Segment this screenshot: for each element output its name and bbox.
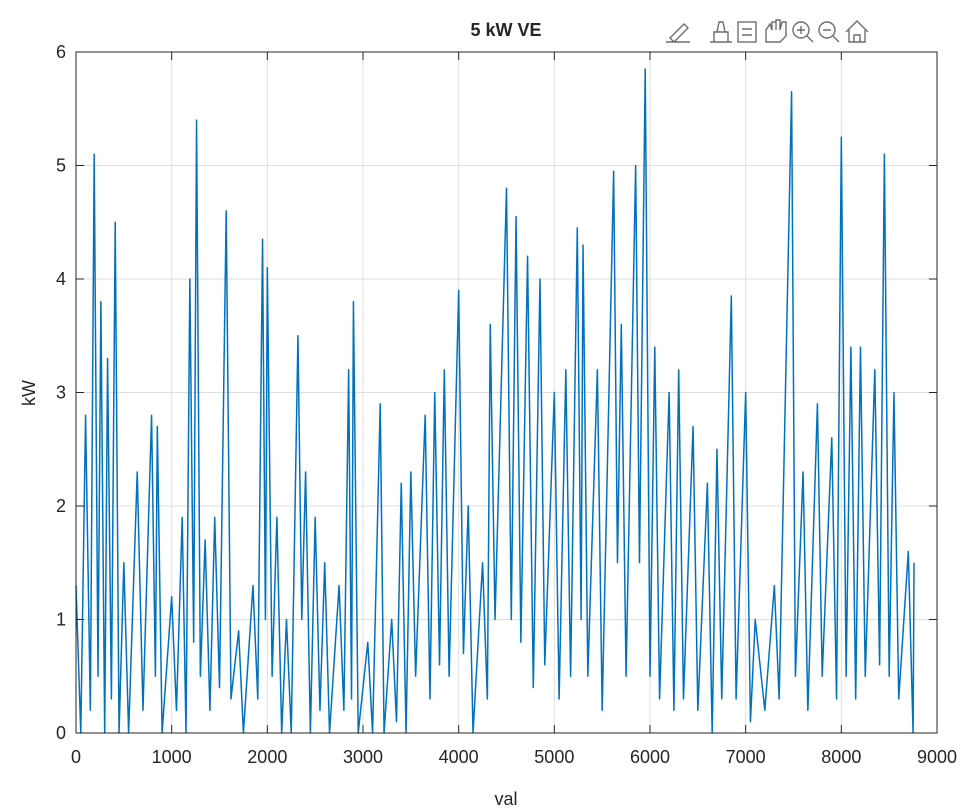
legend-button[interactable] [737,21,757,43]
x-tick-label: 3000 [343,747,383,767]
home-button[interactable] [845,20,869,43]
y-tick-label: 5 [56,156,66,176]
x-axis-label: val [494,789,517,809]
y-tick-label: 1 [56,610,66,630]
x-tick-label: 9000 [917,747,957,767]
ticks: 0 1000 2000 3000 4000 5000 6000 7000 8000 9000 0 1 2… [56,42,957,767]
toolbar [666,19,869,43]
y-tick-label: 3 [56,383,66,403]
zoom-in-button[interactable] [792,21,814,43]
x-tick-label: 2000 [247,747,287,767]
x-tick-label: 5000 [534,747,574,767]
pan-button[interactable] [765,19,787,43]
y-tick-label: 6 [56,42,66,62]
y-tick-label: 0 [56,723,66,743]
x-tick-label: 0 [71,747,81,767]
y-tick-label: 2 [56,496,66,516]
x-tick-label: 8000 [821,747,861,767]
x-tick-label: 1000 [152,747,192,767]
marks [75,68,915,734]
brush-button[interactable] [666,23,690,43]
datatip-button[interactable] [710,21,732,43]
zoom-out-button[interactable] [818,21,840,43]
data-line [75,68,915,734]
y-axis-label: kW [19,380,39,406]
x-tick-label: 4000 [439,747,479,767]
y-tick-label: 4 [56,269,66,289]
x-tick-label: 6000 [630,747,670,767]
x-tick-label: 7000 [726,747,766,767]
chart-title: 5 kW VE [470,20,541,40]
